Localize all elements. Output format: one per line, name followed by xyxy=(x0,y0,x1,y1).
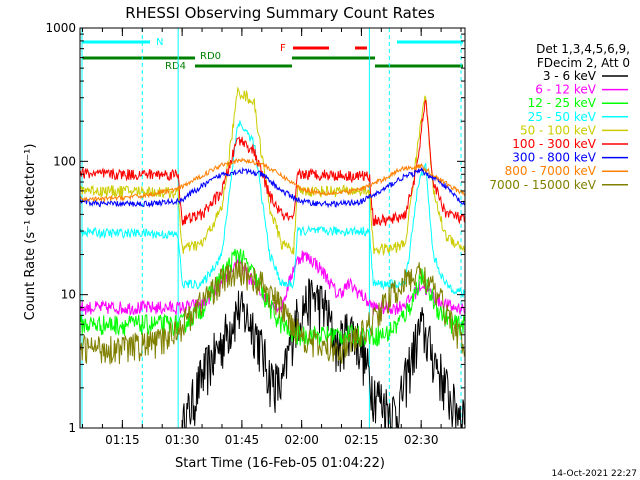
legend-label: 800 - 7000 keV xyxy=(505,164,597,178)
y-tick-label: 100 xyxy=(53,154,76,168)
x-tick-label: 01:15 xyxy=(105,433,140,447)
night-boundaries xyxy=(81,28,462,428)
series-layer xyxy=(79,86,465,429)
x-tick-label: 02:00 xyxy=(284,433,319,447)
legend-label: 12 - 25 keV xyxy=(528,96,597,110)
legend-header-1: Det 1,3,4,5,6,9, xyxy=(536,42,630,56)
legend-label: 3 - 6 keV xyxy=(543,69,597,83)
y-tick-label: 10 xyxy=(61,288,76,302)
chart-title: RHESSI Observing Summary Count Rates xyxy=(125,4,435,22)
flare-flag-label: F xyxy=(280,43,286,54)
axes: 1 10 100 1000 01:15 01:30 01:45 02:00 02:15 02:30 xyxy=(45,21,465,447)
night-flag-label: N xyxy=(156,37,163,48)
legend-label: 300 - 800 keV xyxy=(512,151,596,165)
legend-header-2: FDecim 2, Att 0 xyxy=(537,56,630,70)
plot-frame xyxy=(79,27,466,429)
series-line-9 xyxy=(79,261,465,365)
series-line-1 xyxy=(182,278,465,429)
legend-label: 25 - 50 keV xyxy=(528,110,597,124)
y-axis-label: Count Rate (s⁻¹ detector⁻¹) xyxy=(23,144,38,321)
series-line-6 xyxy=(79,99,465,227)
legend-label: 7000 - 15000 keV xyxy=(489,178,596,192)
y-tick-label: 1000 xyxy=(45,21,76,35)
x-tick-label: 01:30 xyxy=(165,433,200,447)
rd4-label: RD4 xyxy=(165,61,186,72)
series-line-4 xyxy=(79,120,465,298)
legend: Det 1,3,4,5,6,9, FDecim 2, Att 0 3 - 6 k… xyxy=(489,42,630,192)
legend-label: 6 - 12 keV xyxy=(535,83,597,97)
rd0-label: RD0 xyxy=(200,51,221,62)
series-line-7 xyxy=(79,166,465,209)
series-line-3 xyxy=(79,248,465,348)
x-tick-label: 02:15 xyxy=(344,433,379,447)
x-tick-label: 02:30 xyxy=(404,433,439,447)
series-line-8 xyxy=(79,157,465,203)
y-tick-label: 1 xyxy=(68,421,76,435)
timestamp: 14-Oct-2021 22:27 xyxy=(552,469,637,479)
flag-bars: N F RD0 RD4 xyxy=(82,37,463,72)
x-tick-label: 01:45 xyxy=(225,433,260,447)
x-axis-label: Start Time (16-Feb-05 01:04:22) xyxy=(175,456,385,471)
legend-label: 50 - 100 keV xyxy=(520,123,597,137)
legend-label: 100 - 300 keV xyxy=(512,137,596,151)
